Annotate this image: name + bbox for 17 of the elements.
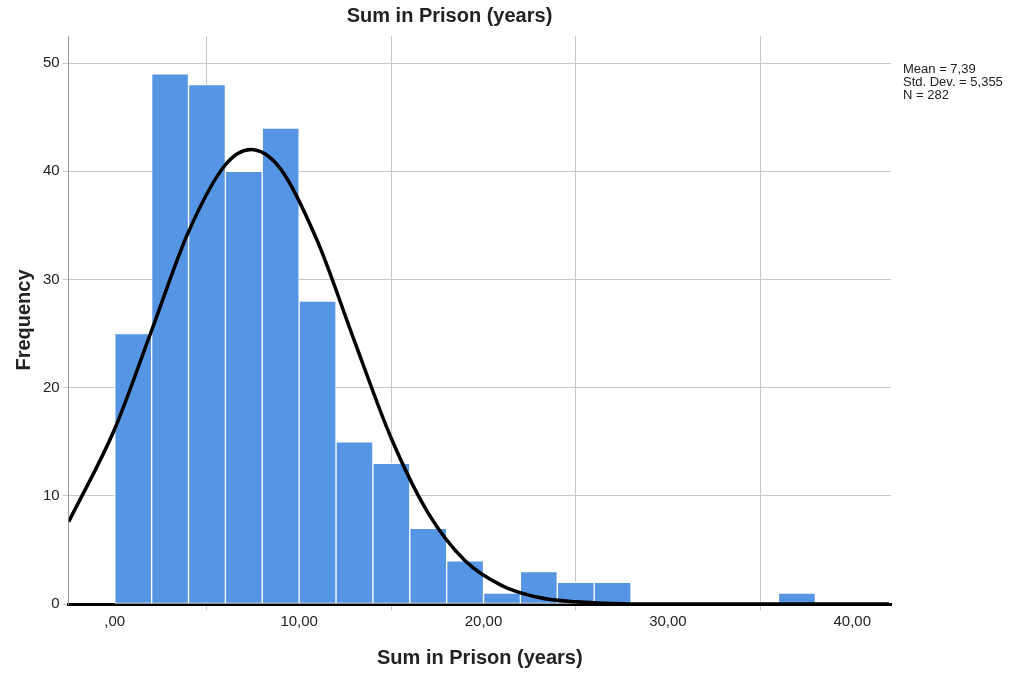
x-tick-label: 40,00	[833, 612, 872, 630]
x-tick-label: 10,00	[280, 612, 318, 630]
y-axis-title: Frequency	[11, 268, 34, 371]
y-tick-label: 10	[43, 485, 60, 503]
x-tick-label: ,00	[104, 612, 126, 630]
y-tick-label: 30	[43, 269, 60, 287]
y-tick-label: 20	[43, 377, 60, 395]
x-tick-label: 20,00	[464, 612, 503, 630]
text: Mean = 7,39	[903, 61, 976, 77]
y-tick-label: 0	[51, 594, 60, 612]
x-tick-label: 30,00	[649, 612, 687, 630]
text: N = 282	[903, 87, 949, 103]
y-tick-label: 50	[43, 53, 60, 71]
x-axis-title: Sum in Prison (years)	[377, 645, 583, 668]
text: Std. Dev. = 5,355	[903, 74, 1003, 90]
y-tick-label: 40	[43, 161, 60, 179]
chart-title: Sum in Prison (years)	[346, 3, 553, 26]
